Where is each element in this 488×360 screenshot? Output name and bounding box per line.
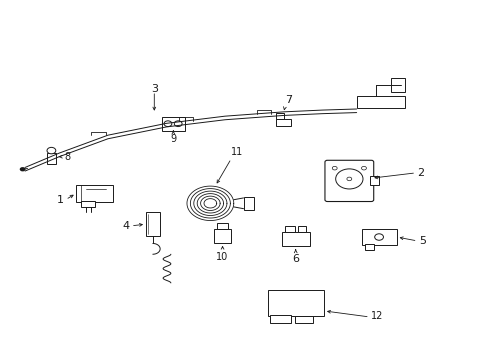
Text: 1: 1 [57, 195, 64, 205]
Text: 10: 10 [216, 252, 228, 262]
Circle shape [174, 121, 182, 127]
Text: 8: 8 [64, 152, 70, 162]
Circle shape [361, 166, 366, 170]
Text: 11: 11 [231, 147, 243, 157]
Bar [47, 153, 56, 164]
Bar [217, 224, 227, 229]
Bar [276, 119, 290, 126]
Text: 9: 9 [170, 134, 176, 144]
Bar [267, 290, 324, 316]
Bar [146, 212, 159, 235]
Text: 2: 2 [417, 168, 424, 178]
Circle shape [335, 169, 362, 189]
Text: 12: 12 [370, 311, 383, 320]
Text: 7: 7 [284, 95, 291, 105]
FancyBboxPatch shape [325, 160, 373, 202]
Text: 5: 5 [418, 236, 425, 246]
Text: 3: 3 [150, 84, 158, 94]
Bar [214, 229, 231, 243]
Bar [276, 113, 284, 119]
Text: 4: 4 [122, 221, 130, 231]
Bar [243, 197, 254, 210]
Circle shape [331, 166, 336, 170]
Bar [365, 244, 373, 250]
Bar [390, 78, 405, 92]
Bar [356, 96, 405, 108]
Bar [294, 316, 313, 323]
Bar [281, 232, 309, 246]
Bar [369, 176, 378, 185]
Bar [285, 226, 295, 232]
Circle shape [20, 167, 25, 171]
Bar [161, 117, 184, 131]
Text: 6: 6 [292, 253, 299, 264]
Polygon shape [76, 185, 113, 202]
Circle shape [47, 147, 56, 154]
Circle shape [346, 177, 351, 181]
Bar [297, 226, 306, 232]
Bar [270, 315, 290, 323]
Bar [81, 201, 95, 207]
Circle shape [374, 234, 383, 240]
Circle shape [163, 121, 171, 127]
Bar [361, 229, 396, 244]
